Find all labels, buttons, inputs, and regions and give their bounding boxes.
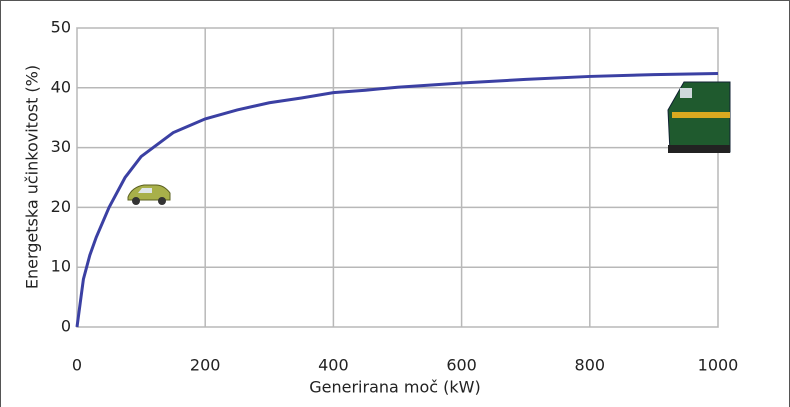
car-icon [127, 184, 171, 205]
y-tick-label: 50 [51, 18, 71, 37]
x-tick-label: 0 [72, 356, 82, 375]
x-tick-label: 1000 [698, 356, 739, 375]
y-tick-label: 20 [51, 197, 71, 216]
x-tick-label: 800 [575, 356, 606, 375]
y-tick-label: 0 [61, 317, 71, 336]
y-axis-title: Energetska učinkovitost (%) [23, 65, 42, 289]
x-tick-label: 600 [446, 356, 477, 375]
marks [75, 71, 719, 328]
y-tick-label: 40 [51, 77, 71, 96]
y-tick-label: 30 [51, 137, 71, 156]
y-tick-label: 10 [51, 257, 71, 276]
x-axis-title: Generirana moč (kW) [309, 378, 481, 397]
x-tick-label: 200 [190, 356, 221, 375]
data-line [75, 71, 719, 328]
plot-area [76, 27, 719, 328]
x-tick-label: 400 [318, 356, 349, 375]
train-icon [667, 81, 731, 153]
